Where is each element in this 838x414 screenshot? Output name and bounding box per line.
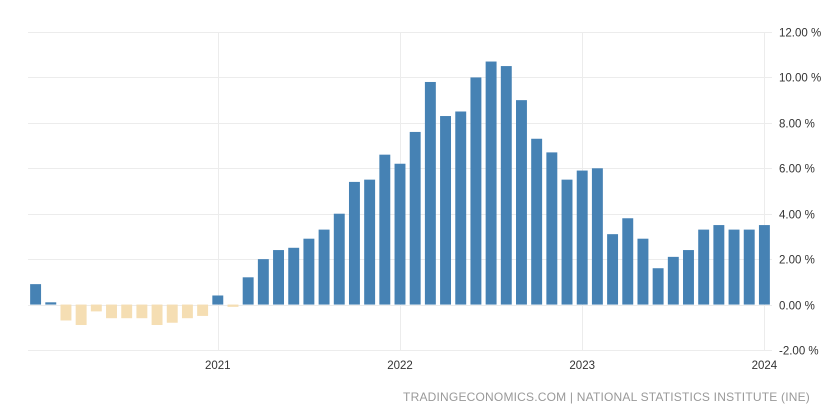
bar-2020-03 <box>60 304 72 321</box>
bar-2020-11 <box>181 304 193 319</box>
bar-2022-11 <box>546 152 558 305</box>
y-tick-label: 4.00 % <box>779 210 815 222</box>
bar-2020-07 <box>121 304 133 319</box>
bar-2022-07 <box>485 61 497 305</box>
bar-2020-12 <box>197 304 209 316</box>
bar-2021-03 <box>242 277 254 305</box>
bar-2020-06 <box>106 304 117 319</box>
bar-2020-09 <box>151 304 163 326</box>
bar-2021-12 <box>379 154 391 305</box>
bar-2023-09 <box>698 229 710 305</box>
x-tick-label: 2024 <box>752 360 778 372</box>
bar-2024-01 <box>758 225 770 305</box>
bar-2021-01 <box>212 295 224 305</box>
bar-2022-12 <box>561 179 573 305</box>
bar-2022-06 <box>470 77 482 305</box>
x-tick-label: 2022 <box>387 360 413 372</box>
bar-2023-08 <box>683 250 694 305</box>
x-tick-label: 2021 <box>205 360 231 372</box>
bar-2021-06 <box>288 247 300 305</box>
x-axis: 2021 2022 2023 2024 <box>205 360 778 372</box>
bar-2022-05 <box>455 111 467 305</box>
bar-2021-11 <box>364 179 376 305</box>
source-credit: TRADINGECONOMICS.COM | NATIONAL STATISTI… <box>403 390 810 404</box>
y-axis: 12.00 % 10.00 % 8.00 % 6.00 % 4.00 % 2.00 % 0.… <box>779 28 821 358</box>
bar-2022-02 <box>409 131 421 305</box>
bar-2023-12 <box>743 229 755 305</box>
bar-2020-02 <box>45 302 57 305</box>
bar-2020-01 <box>30 284 42 305</box>
bar-2022-09 <box>516 100 527 305</box>
bars <box>30 61 770 326</box>
bar-2023-01 <box>576 170 588 305</box>
y-tick-label: 8.00 % <box>779 119 815 131</box>
bar-2023-11 <box>728 229 740 305</box>
bar-2022-03 <box>424 81 436 305</box>
bar-2021-04 <box>257 259 269 305</box>
bar-2021-05 <box>273 250 284 305</box>
bar-2022-08 <box>500 66 512 305</box>
bar-2021-07 <box>303 238 315 305</box>
bar-2022-01 <box>394 163 406 305</box>
bar-2021-08 <box>318 229 330 305</box>
bar-2023-04 <box>622 218 634 305</box>
y-tick-label: 2.00 % <box>779 255 815 267</box>
bar-2020-10 <box>166 304 178 323</box>
y-tick-label: 0.00 % <box>779 301 815 313</box>
bar-2023-10 <box>713 225 725 305</box>
x-tick-label: 2023 <box>569 360 595 372</box>
bar-2020-04 <box>75 304 87 326</box>
bar-2023-07 <box>667 256 679 305</box>
y-tick-label: -2.00 % <box>779 346 819 358</box>
bar-2020-08 <box>136 304 148 319</box>
bar-2020-05 <box>90 304 102 312</box>
bar-2023-05 <box>637 238 649 305</box>
bar-2022-04 <box>440 116 452 305</box>
bar-2021-10 <box>348 181 360 305</box>
bar-2023-03 <box>607 234 619 305</box>
y-tick-label: 10.00 % <box>779 73 821 85</box>
bar-2023-06 <box>652 268 664 305</box>
y-tick-label: 6.00 % <box>779 164 815 176</box>
y-tick-label: 12.00 % <box>779 28 821 40</box>
bar-2022-10 <box>531 138 543 305</box>
bar-2023-02 <box>591 168 603 305</box>
bar-2021-09 <box>333 213 345 305</box>
bar-2021-02 <box>227 304 239 307</box>
